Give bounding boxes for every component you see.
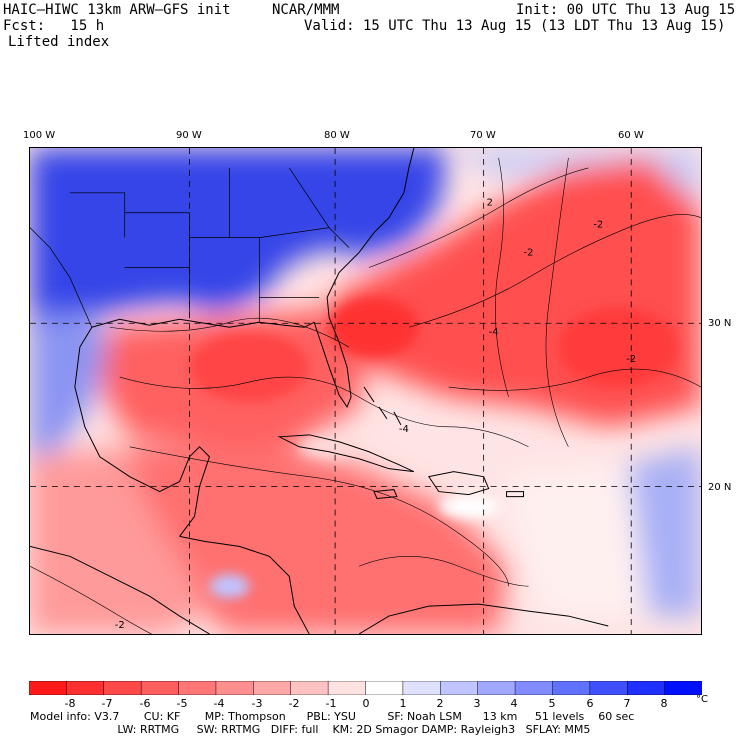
colorbar-swatch: [253, 681, 292, 695]
border-us-mexico: [30, 227, 93, 328]
colorbar-label: -7: [101, 697, 113, 710]
contour-c: [129, 446, 509, 587]
colorbar-swatch: [440, 681, 479, 695]
contour-g: [494, 157, 509, 398]
contour-label: 2: [487, 198, 493, 209]
contour-lines: [30, 157, 701, 634]
colorbar-label: -6: [139, 697, 151, 710]
colorbar-swatch: [140, 681, 180, 695]
colorbar-swatch: [626, 681, 666, 695]
colorbar-label: 6: [586, 697, 594, 710]
cuba: [277, 434, 415, 473]
contour-j: [358, 556, 529, 587]
colorbar-unit: °C: [696, 694, 708, 705]
colorbar-swatch: [477, 681, 516, 695]
lifted-index-map: 2 -2 -4 -2 -2 -4 -2: [29, 147, 702, 635]
colorbar-label: 3: [473, 697, 481, 710]
contour-d: [368, 167, 589, 268]
model-title: HAIC–HIWC 13km ARW–GFS init: [3, 2, 231, 18]
init-time: Init: 00 UTC Thu 13 Aug 15: [516, 2, 736, 18]
contour-label: -2: [524, 248, 534, 259]
blue-region-north: [30, 148, 449, 323]
valid-time: Valid: 15 UTC Thu 13 Aug 15 (13 LDT Thu …: [304, 18, 726, 34]
colorbar-swatch: [365, 681, 404, 695]
contour-e: [408, 214, 701, 328]
south-america-coast: [358, 603, 609, 634]
colorbar-label: -2: [288, 697, 300, 710]
border-states-e: [229, 167, 330, 238]
intense-core-florida: [329, 297, 419, 358]
colorbar-swatch: [514, 681, 554, 695]
organization: NCAR/MMM: [272, 2, 340, 18]
field-highlights: [189, 297, 679, 599]
central-america-coast: [30, 535, 310, 634]
field-name: Lifted index: [8, 34, 110, 50]
lat-label-30n: 30 N: [708, 318, 732, 329]
lon-label-100w: 100 W: [23, 130, 56, 141]
us-gulf-coast: [91, 148, 415, 408]
colorbar-label: -3: [251, 697, 263, 710]
colorbar-swatch: [66, 681, 105, 695]
red-region-caribbean: [109, 446, 509, 634]
lon-label-70w: 70 W: [470, 130, 496, 141]
white-patch-hispaniola: [438, 494, 499, 519]
colorbar-swatch: [290, 681, 329, 695]
bahamas: [363, 386, 402, 426]
contour-label: -2: [115, 620, 125, 631]
contour-f: [448, 368, 701, 391]
colorbar-swatch: [552, 681, 591, 695]
contour-b: [119, 376, 529, 448]
contour-label: -2: [593, 220, 603, 231]
colorbar-swatch: [178, 681, 217, 695]
white-patch-cuba: [299, 436, 360, 457]
lon-label-60w: 60 W: [618, 130, 644, 141]
contour-a: [109, 317, 350, 348]
colorbar-label: 5: [548, 697, 556, 710]
jamaica: [373, 489, 398, 500]
contour-h: [545, 157, 569, 447]
intense-core-east: [558, 307, 679, 388]
blue-region-west: [30, 312, 110, 467]
colorbar-swatch: [327, 681, 367, 695]
colorbar-label: 8: [660, 697, 668, 710]
puerto-rico: [506, 491, 525, 498]
colorbar-swatch: [215, 681, 255, 695]
model-info-line2: LW: RRTMG SW: RRTMG DIFF: full KM: 2D Sm…: [30, 723, 591, 736]
forecast-hour: Fcst: 15 h: [3, 18, 105, 34]
blue-patch-honduras: [209, 574, 250, 599]
colorbar-label: -4: [213, 697, 225, 710]
pink-region-mexico: [30, 446, 210, 634]
lat-label-20n: 20 N: [708, 482, 732, 493]
intense-core-gulf: [189, 332, 310, 402]
colorbar-swatch: [664, 681, 702, 695]
contour-label: -4: [399, 424, 409, 435]
light-region-south-east: [508, 466, 649, 617]
colorbar-label: 0: [362, 697, 370, 710]
colorbar-swatch: [402, 681, 442, 695]
contour-label: -4: [489, 327, 499, 338]
hispaniola: [427, 471, 490, 496]
graticule: [30, 148, 701, 634]
colorbar-label: -1: [325, 697, 337, 710]
lon-label-80w: 80 W: [324, 130, 350, 141]
colorbar-swatch: [589, 681, 628, 695]
colorbar-swatch: [103, 681, 142, 695]
colorbar-label: -8: [64, 697, 76, 710]
border-tx-ok: [69, 192, 126, 238]
contour-i: [30, 566, 160, 634]
colorbar: [29, 681, 702, 695]
colorbar-label: 1: [399, 697, 407, 710]
colorbar-label: 7: [623, 697, 631, 710]
colorbar-label: 2: [436, 697, 444, 710]
colorbar-label: -5: [176, 697, 188, 710]
lon-label-90w: 90 W: [176, 130, 202, 141]
colorbar-swatch: [29, 681, 68, 695]
model-info-line1: Model info: V3.7 CU: KF MP: Thompson PBL…: [30, 710, 635, 723]
mexico-coast: [74, 327, 211, 537]
colorbar-label: 4: [510, 697, 518, 710]
coastlines: [30, 148, 609, 634]
